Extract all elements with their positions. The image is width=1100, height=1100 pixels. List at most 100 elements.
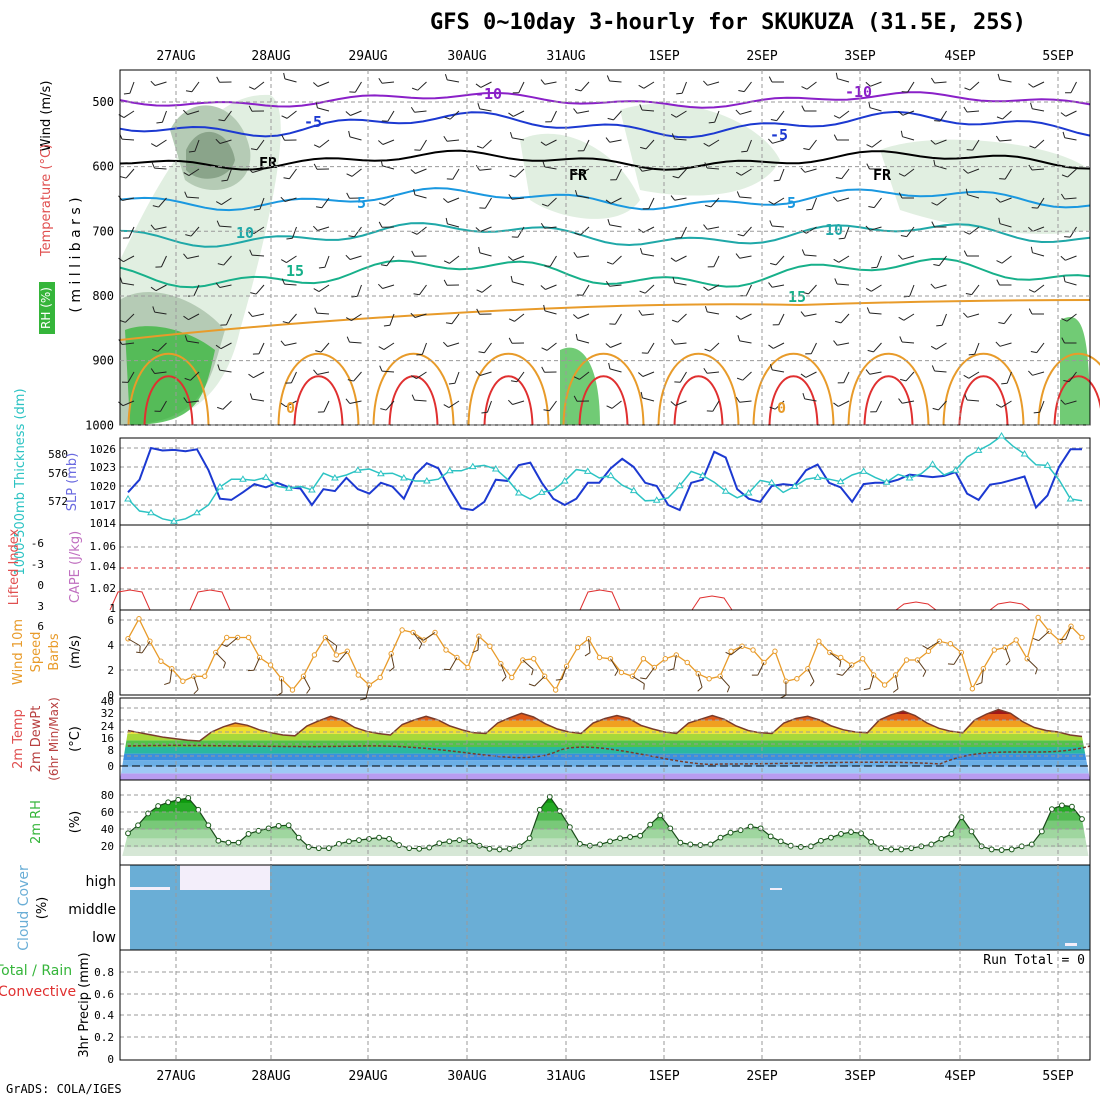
wind-barb-295-flag xyxy=(930,345,937,350)
wind-barb-53-flag xyxy=(868,101,871,108)
wind-barb-64 xyxy=(256,139,265,151)
wind-barb-238-flag xyxy=(1028,289,1035,293)
thickness-point xyxy=(216,483,224,490)
wind-10m-barb xyxy=(927,640,940,650)
wind-10m-barb xyxy=(390,653,395,668)
wind-barb-343 xyxy=(549,400,557,412)
wind-barb-73-flag xyxy=(540,141,547,146)
thickness-point xyxy=(928,460,937,467)
precip-tick-0.6: 0.6 xyxy=(94,988,114,1001)
wind-barb-165-flag xyxy=(607,219,611,226)
rh-point xyxy=(1038,828,1045,835)
rh-point xyxy=(376,834,382,841)
wind-barb-234 xyxy=(909,284,915,297)
wind-10m-barb xyxy=(719,675,730,687)
wind-barb-15 xyxy=(609,80,622,83)
rh-point xyxy=(416,845,423,852)
rh-point xyxy=(1069,803,1075,810)
thickness-point xyxy=(170,517,178,524)
rh-point xyxy=(356,837,362,844)
wind-10m-barb-flag xyxy=(555,678,562,681)
temp-contour-label-7: 5 xyxy=(357,194,366,212)
wind-barb-347-flag xyxy=(670,401,676,406)
wind-barb-78-flag xyxy=(703,142,710,147)
wind-barb-133 xyxy=(547,197,557,207)
wind-10m-barb-flag xyxy=(892,688,899,693)
wind-tick-2: 2 xyxy=(107,664,114,677)
wind-barb-49 xyxy=(739,110,752,115)
wind-speed-point xyxy=(574,644,581,651)
wind-barb-283-flag xyxy=(541,347,548,351)
wind-barb-141-flag xyxy=(806,208,813,211)
wind-barb-51-flag xyxy=(801,105,805,112)
wind-barb-284 xyxy=(577,339,590,344)
wind-barb-177-flag xyxy=(998,217,1001,224)
wind-barb-50 xyxy=(776,110,785,121)
wind-barb-223-flag xyxy=(540,285,546,290)
wind-barb-82-flag xyxy=(833,134,838,141)
rh-shade-4sep xyxy=(880,139,1090,234)
thickness-point xyxy=(767,478,776,486)
wind-barb-276-flag xyxy=(315,350,322,353)
cloud-level-middle: middle xyxy=(68,902,116,918)
wind-barb-84 xyxy=(902,136,915,141)
wind-speed-point xyxy=(903,657,910,663)
wind-barb-225 xyxy=(609,284,622,287)
wind-barb-223 xyxy=(545,284,557,290)
thickness-point xyxy=(239,475,247,482)
date-bottom-1SEP: 1SEP xyxy=(648,1069,679,1084)
wind-barb-301 xyxy=(154,371,167,374)
wind-barb-154 xyxy=(253,226,265,234)
wind-barb-318-flag xyxy=(703,367,708,374)
rh-point xyxy=(1079,816,1085,822)
mixed-layer-top xyxy=(119,299,1091,341)
wind-barb-97-flag xyxy=(346,173,353,177)
pressure-tick-500: 500 xyxy=(92,95,114,109)
wind-barb-24-flag xyxy=(901,91,908,93)
wind-barb-121-flag xyxy=(152,205,159,208)
wind-10m-barb-flag xyxy=(164,682,171,686)
wind-barb-98-flag xyxy=(380,159,383,166)
wind-barb-175-flag xyxy=(931,221,935,228)
wind-barb-285 xyxy=(610,342,622,348)
wind-barb-164-flag xyxy=(574,232,581,236)
wind-10m-barb xyxy=(127,638,141,647)
wind-barb-69 xyxy=(419,139,427,151)
temp-tick-8: 8 xyxy=(107,744,114,757)
rh-point xyxy=(677,839,684,846)
wind-barb-230 xyxy=(772,284,785,288)
label-slp: SLP (mb) xyxy=(65,453,80,512)
rh-point xyxy=(717,834,724,841)
wind-barb-13-flag xyxy=(540,79,546,85)
wind-barb-37 xyxy=(350,110,362,116)
wind-barb-241 xyxy=(154,311,167,315)
wind-barb-266-flag xyxy=(963,312,968,318)
wind-speed-point xyxy=(311,652,318,658)
wind-barb-5-flag xyxy=(283,72,286,79)
wind-barb-125 xyxy=(284,197,297,202)
wind-barb-92-flag xyxy=(183,172,190,176)
wind-barb-188-flag xyxy=(380,264,388,267)
wind-speed-point xyxy=(443,647,449,653)
wind-barb-229 xyxy=(745,284,752,297)
wind-barb-115-flag xyxy=(933,159,936,166)
wind-barb-340 xyxy=(448,400,460,408)
wind-barb-195-flag xyxy=(606,261,613,265)
thickness-point xyxy=(147,508,155,516)
rh-point xyxy=(948,831,955,837)
date-top-2SEP: 2SEP xyxy=(746,49,777,64)
label-temperature: Temperature (°C) xyxy=(39,144,54,257)
lifted-index-tick--6: -6 xyxy=(31,537,44,550)
label-2m-rh: 2m RH xyxy=(29,800,44,844)
wind-barb-310-flag xyxy=(448,382,455,385)
label-2m-dewpt: 2m DewPt xyxy=(29,706,44,773)
wind-barb-6 xyxy=(317,81,330,87)
wind-barb-116-flag xyxy=(963,168,969,174)
wind-speed-point xyxy=(662,656,669,662)
cloud-level-high: high xyxy=(85,874,116,890)
wind-barb-279 xyxy=(421,342,427,355)
wind-barb-213 xyxy=(219,284,232,288)
wind-barb-271-flag xyxy=(152,348,159,352)
date-top-5SEP: 5SEP xyxy=(1042,49,1073,64)
wind-barb-95 xyxy=(289,168,297,180)
